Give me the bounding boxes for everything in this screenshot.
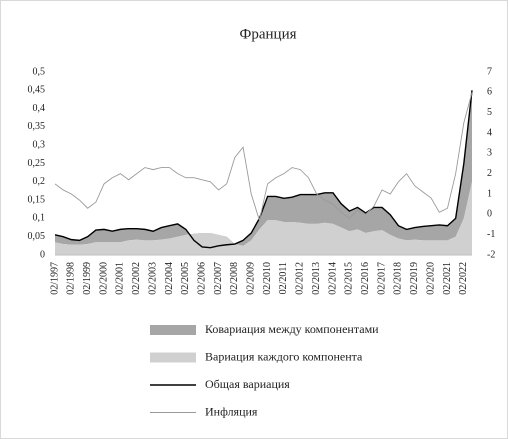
x-tick-label: 02/2014	[327, 262, 338, 295]
x-tick-label: 02/2011	[278, 262, 289, 294]
x-tick-label: 02/1997	[49, 262, 60, 295]
y-tick-label: 0,4	[33, 103, 46, 114]
y-tick-label: 0,2	[33, 176, 46, 187]
x-tick-label: 02/2019	[409, 262, 420, 295]
y-tick-label: 0,05	[28, 231, 46, 242]
x-tick-label: 02/1999	[82, 262, 93, 295]
y-tick-label: 0,1	[33, 213, 46, 224]
y-tick-label: 0,5	[33, 66, 46, 77]
line	[54, 90, 473, 249]
y-tick-label: 0,15	[28, 194, 46, 205]
x-tick-label: 02/2020	[425, 262, 436, 295]
y-tick-label: 0,35	[28, 121, 46, 132]
x-tick-label: 02/2015	[344, 262, 355, 295]
x-tick-label: 02/2010	[262, 262, 273, 295]
x-tick-label: 02/2016	[360, 262, 371, 295]
y2-tick-label: 3	[487, 148, 492, 159]
y2-tick-label: 0	[487, 209, 492, 220]
x-tick-label: 02/2013	[311, 262, 322, 295]
x-tick-label: 02/1998	[66, 262, 77, 295]
y-tick-label: 0,45	[28, 85, 46, 96]
x-tick-label: 02/2006	[196, 262, 207, 295]
legend-label: Инфляция	[205, 404, 258, 418]
chart-title: Франция	[240, 26, 297, 42]
legend-swatch	[150, 352, 196, 363]
x-tick-label: 02/2002	[131, 262, 142, 295]
x-tick-label: 02/2005	[180, 262, 191, 295]
legend-label: Общая вариация	[205, 377, 290, 391]
x-tick-label: 02/2004	[164, 262, 175, 295]
x-tick-label: 02/2009	[246, 262, 257, 295]
legend-swatch	[150, 325, 196, 335]
x-tick-label: 02/2001	[115, 262, 126, 295]
y2-tick-label: -1	[487, 229, 495, 240]
y2-tick-label: 5	[487, 107, 492, 118]
legend-label: Вариация каждого компонента	[205, 349, 363, 363]
y-tick-label: 0,25	[28, 158, 46, 169]
y-tick-label: 0	[40, 249, 45, 260]
x-tick-label: 02/2007	[213, 262, 224, 295]
legend-label: Ковариация между компонентами	[205, 322, 379, 336]
x-tick-label: 02/2021	[442, 262, 453, 295]
x-tick-label: 02/2018	[393, 262, 404, 295]
y2-tick-label: 4	[487, 127, 492, 138]
x-tick-label: 02/2022	[458, 262, 469, 295]
y-tick-label: 0,3	[33, 139, 46, 150]
line	[54, 92, 473, 223]
y2-tick-label: 2	[487, 168, 492, 179]
x-tick-label: 02/2000	[98, 262, 109, 295]
area	[55, 90, 472, 248]
x-tick-label: 02/2012	[295, 262, 306, 295]
area	[55, 181, 472, 255]
x-tick-label: 02/2003	[147, 262, 158, 295]
x-tick-label: 02/2017	[376, 262, 387, 295]
y2-tick-label: 7	[487, 66, 492, 77]
x-tick-label: 02/2008	[229, 262, 240, 295]
y2-tick-label: 6	[487, 87, 492, 98]
y2-tick-label: -2	[487, 249, 495, 260]
y2-tick-label: 1	[487, 188, 492, 199]
